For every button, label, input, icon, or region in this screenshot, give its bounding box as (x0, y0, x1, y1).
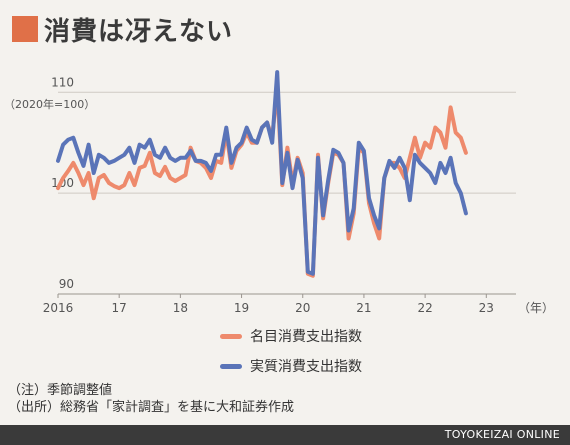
series-line-nominal (56, 85, 468, 278)
legend-item-nominal: 名目消費支出指数 (220, 325, 362, 347)
x-tick-label-2016: 2016 (43, 301, 74, 315)
series-line-real (56, 70, 468, 276)
legend-swatch-nominal (220, 333, 242, 339)
x-tick-label-18: 18 (173, 301, 188, 315)
y-tick-label-90: 90 (59, 277, 74, 291)
legend-swatch-real (220, 363, 242, 369)
x-tick-label-17: 17 (112, 301, 127, 315)
x-tick-label-19: 19 (234, 301, 249, 315)
footer-bar: TOYOKEIZAI ONLINE (0, 425, 570, 445)
title-square-icon (12, 16, 38, 42)
legend-label-nominal: 名目消費支出指数 (250, 329, 362, 345)
note-line-2: （出所）総務省「家計調査」を基に大和証券作成 (8, 400, 295, 415)
x-tick-label-23: 23 (479, 301, 494, 315)
legend-label-real: 実質消費支出指数 (250, 359, 362, 375)
chart-title: 消費は冴えない (44, 16, 234, 47)
x-tick-label-20: 20 (295, 301, 310, 315)
notes-block: （注）季節調整値 （出所）総務省「家計調査」を基に大和証券作成 (8, 382, 294, 416)
y-unit-note: （2020年=100） (4, 97, 95, 111)
x-unit-label: （年） (518, 301, 554, 315)
source-brand: TOYOKEIZAI ONLINE (444, 428, 560, 441)
x-tick-label-22: 22 (417, 301, 432, 315)
x-tick-label-21: 21 (356, 301, 371, 315)
legend-item-real: 実質消費支出指数 (220, 355, 362, 377)
note-line-1: （注）季節調整値 (8, 383, 113, 398)
y-tick-label-110: 110 (51, 75, 74, 89)
title-block: 消費は冴えない (12, 10, 233, 48)
legend: 名目消費支出指数 実質消費支出指数 (220, 325, 362, 385)
